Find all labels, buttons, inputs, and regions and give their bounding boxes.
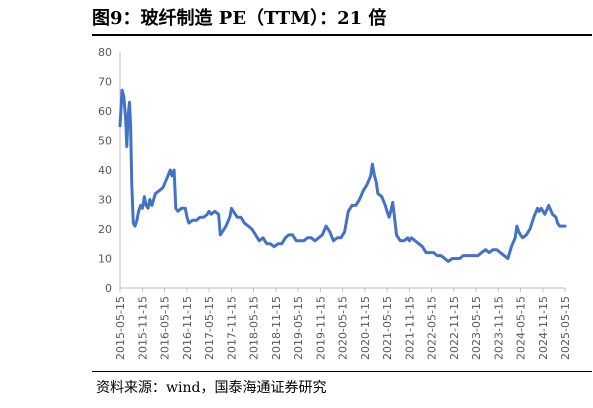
y-tick-label: 70 [98,76,112,89]
x-tick-label: 2022-11-15 [448,296,461,360]
y-tick-label: 60 [98,105,112,118]
pe-series-line [118,88,567,263]
x-tick-label: 2018-11-15 [270,296,283,360]
y-tick-label: 10 [98,253,112,266]
x-tick-label: 2021-05-15 [381,296,394,360]
figure-title: 图9：玻纤制造 PE（TTM）：21 倍 [92,8,387,29]
x-tick-label: 2020-11-15 [359,296,372,360]
y-tick-label: 0 [105,282,112,295]
x-tick-label: 2015-05-15 [114,296,127,360]
x-tick-label: 2021-11-15 [403,296,416,360]
x-tick-label: 2018-05-15 [248,296,261,360]
x-tick-label: 2024-05-15 [515,296,528,360]
y-tick-label: 20 [98,223,112,236]
x-tick-label: 2020-05-15 [337,296,350,360]
source-note: 资料来源：wind，国泰海通证券研究 [96,380,327,396]
y-tick-label: 80 [98,46,112,59]
x-axis: 2015-05-15 2015-11-15 2016-05-15 2016-11-15… [114,287,572,360]
y-tick-label: 50 [98,135,112,148]
x-tick-label: 2017-05-15 [203,296,216,360]
x-tick-label: 2017-11-15 [225,296,238,360]
footer-rule [92,371,592,372]
x-tick-label: 2022-05-15 [425,296,438,360]
x-tick-label: 2016-05-15 [159,296,172,360]
x-tick-label: 2023-05-15 [470,296,483,360]
plot-area [118,88,567,263]
x-tick-label: 2025-05-15 [559,296,572,360]
y-axis: 0 10 20 30 40 50 60 70 80 [98,46,121,295]
x-tick-label: 2019-05-15 [292,296,305,360]
x-tick-label: 2024-11-15 [537,296,550,360]
title-rule [92,34,592,36]
y-tick-label: 40 [98,164,112,177]
x-tick-label: 2015-11-15 [136,296,149,360]
x-tick-label: 2019-11-15 [314,296,327,360]
y-tick-label: 30 [98,194,112,207]
x-tick-label: 2023-11-15 [492,296,505,360]
x-tick-label: 2016-11-15 [181,296,194,360]
